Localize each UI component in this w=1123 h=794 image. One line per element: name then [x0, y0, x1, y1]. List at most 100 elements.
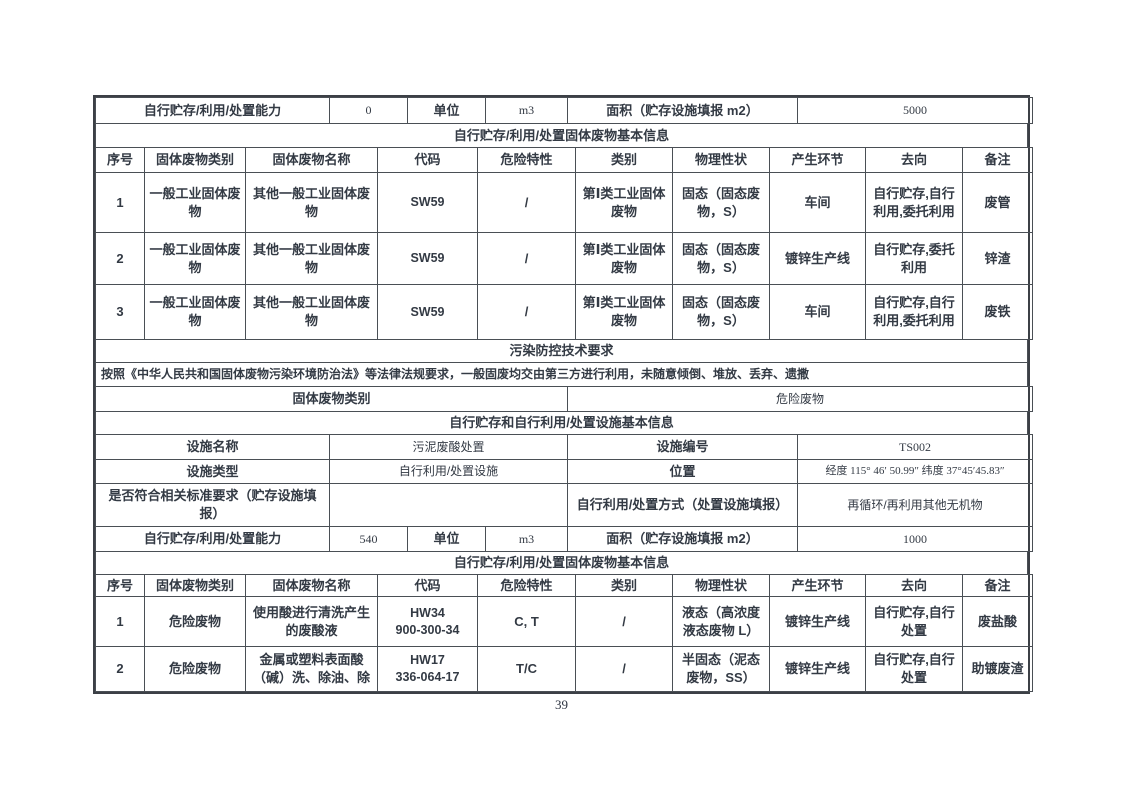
cell-class: /	[575, 646, 673, 692]
cell-code: SW59	[377, 284, 478, 340]
standard-label: 是否符合相关标准要求（贮存设施填报）	[95, 483, 330, 527]
cell-hazard: /	[477, 232, 576, 285]
col-header: 代码	[377, 574, 478, 597]
cell-hazard: /	[477, 284, 576, 340]
facility-id-value: TS002	[797, 434, 1033, 460]
pollution-control-text: 按照《中华人民共和国固体废物污染环境防治法》等法律法规要求，一般固废均交由第三方…	[95, 362, 1028, 387]
unit-value: m3	[485, 97, 568, 124]
cell-code: HW34 900-300-34	[377, 596, 478, 647]
facility-id-label: 设施编号	[567, 434, 798, 460]
cell-code: SW59	[377, 172, 478, 233]
col-header: 备注	[962, 574, 1033, 597]
col-header: 去向	[865, 574, 963, 597]
table-row: 自行贮存/利用/处置固体废物基本信息	[95, 123, 1028, 148]
col-header: 产生环节	[769, 147, 866, 173]
waste-class-label: 固体废物类别	[95, 386, 568, 412]
location-label: 位置	[567, 459, 798, 484]
cell-name: 其他一般工业固体废物	[245, 232, 378, 285]
cell-name: 使用酸进行清洗产生的废酸液	[245, 596, 378, 647]
area-value: 1000	[797, 526, 1033, 552]
col-header: 去向	[865, 147, 963, 173]
cell-destination: 自行贮存,自行利用,委托利用	[865, 172, 963, 233]
waste-permit-table: 自行贮存/利用/处置能力 0 单位 m3 面积（贮存设施填报 m2） 5000 …	[93, 95, 1033, 694]
section-title: 自行贮存/利用/处置固体废物基本信息	[95, 551, 1028, 575]
table-row: 自行贮存/利用/处置能力 540 单位 m3 面积（贮存设施填报 m2） 100…	[95, 526, 1033, 552]
col-header: 危险特性	[477, 574, 576, 597]
col-header: 代码	[377, 147, 478, 173]
location-value: 经度 115° 46′ 50.99″ 纬度 37°45′45.83″	[797, 459, 1033, 484]
capacity-label: 自行贮存/利用/处置能力	[95, 526, 330, 552]
table-row: 设施类型 自行利用/处置设施 位置 经度 115° 46′ 50.99″ 纬度 …	[95, 459, 1033, 484]
col-header: 危险特性	[477, 147, 576, 173]
cell-category: 一般工业固体废物	[144, 284, 246, 340]
cell-category: 一般工业固体废物	[144, 172, 246, 233]
cell-class: 第Ⅰ类工业固体废物	[575, 172, 673, 233]
facility-type-label: 设施类型	[95, 459, 330, 484]
method-label: 自行利用/处置方式（处置设施填报）	[567, 483, 798, 527]
table-row: 是否符合相关标准要求（贮存设施填报） 自行利用/处置方式（处置设施填报） 再循环…	[95, 483, 1033, 527]
facility-name-value: 污泥废酸处置	[329, 434, 568, 460]
facility-name-label: 设施名称	[95, 434, 330, 460]
cell-state: 固态（固态废物，S）	[672, 232, 770, 285]
cell-hazard: /	[477, 172, 576, 233]
cell-state: 固态（固态废物，S）	[672, 284, 770, 340]
col-header: 物理性状	[672, 574, 770, 597]
cell-class: 第Ⅰ类工业固体废物	[575, 232, 673, 285]
cell-hazard: T/C	[477, 646, 576, 692]
cell-name: 其他一般工业固体废物	[245, 284, 378, 340]
method-value: 再循环/再利用其他无机物	[797, 483, 1033, 527]
capacity-table-bottom: 自行贮存/利用/处置能力 540 单位 m3 面积（贮存设施填报 m2） 100…	[95, 526, 1033, 552]
table-row: 2 一般工业固体废物 其他一般工业固体废物 SW59 / 第Ⅰ类工业固体废物 固…	[95, 232, 1033, 285]
cell-remark: 废铁	[962, 284, 1033, 340]
table-row: 1 一般工业固体废物 其他一般工业固体废物 SW59 / 第Ⅰ类工业固体废物 固…	[95, 172, 1033, 233]
table-row: 自行贮存/利用/处置能力 0 单位 m3 面积（贮存设施填报 m2） 5000	[95, 97, 1033, 124]
cell-code: SW59	[377, 232, 478, 285]
table-row: 污染防控技术要求	[95, 339, 1028, 363]
waste-class-table: 固体废物类别 危险废物	[95, 386, 1033, 412]
cell-stage: 车间	[769, 284, 866, 340]
table-row: 3 一般工业固体废物 其他一般工业固体废物 SW59 / 第Ⅰ类工业固体废物 固…	[95, 284, 1033, 340]
pollution-control-title: 污染防控技术要求	[95, 339, 1028, 363]
unit-label: 单位	[407, 526, 486, 552]
table-row: 按照《中华人民共和国固体废物污染环境防治法》等法律法规要求，一般固废均交由第三方…	[95, 362, 1028, 387]
unit-label: 单位	[407, 97, 486, 124]
section-header-2: 自行贮存/利用/处置固体废物基本信息	[95, 551, 1028, 575]
cell-seq: 2	[95, 646, 145, 692]
area-label: 面积（贮存设施填报 m2）	[567, 97, 798, 124]
col-header: 物理性状	[672, 147, 770, 173]
capacity-value: 0	[329, 97, 408, 124]
cell-name: 其他一般工业固体废物	[245, 172, 378, 233]
table-header-row: 序号 固体废物类别 固体废物名称 代码 危险特性 类别 物理性状 产生环节 去向…	[95, 147, 1033, 173]
cell-state: 半固态（泥态废物，SS）	[672, 646, 770, 692]
col-header: 固体废物类别	[144, 574, 246, 597]
col-header: 固体废物类别	[144, 147, 246, 173]
cell-class: 第Ⅰ类工业固体废物	[575, 284, 673, 340]
cell-state: 液态（高浓度液态废物 L）	[672, 596, 770, 647]
section-title: 自行贮存/利用/处置固体废物基本信息	[95, 123, 1028, 148]
col-header: 产生环节	[769, 574, 866, 597]
area-label: 面积（贮存设施填报 m2）	[567, 526, 798, 552]
waste-table-1: 序号 固体废物类别 固体废物名称 代码 危险特性 类别 物理性状 产生环节 去向…	[95, 147, 1033, 340]
cell-hazard: C, T	[477, 596, 576, 647]
standard-value	[329, 483, 568, 527]
area-value: 5000	[797, 97, 1033, 124]
table-row: 自行贮存/利用/处置固体废物基本信息	[95, 551, 1028, 575]
cell-remark: 废管	[962, 172, 1033, 233]
cell-class: /	[575, 596, 673, 647]
cell-seq: 1	[95, 596, 145, 647]
cell-category: 危险废物	[144, 646, 246, 692]
col-header: 序号	[95, 574, 145, 597]
capacity-label: 自行贮存/利用/处置能力	[95, 97, 330, 124]
page-number: 39	[555, 697, 568, 712]
col-header: 备注	[962, 147, 1033, 173]
facility-type-value: 自行利用/处置设施	[329, 459, 568, 484]
table-row: 自行贮存和自行利用/处置设施基本信息	[95, 411, 1028, 435]
table-row: 2 危险废物 金属或塑料表面酸（碱）洗、除油、除 HW17 336-064-17…	[95, 646, 1033, 692]
unit-value: m3	[485, 526, 568, 552]
table-header-row: 序号 固体废物类别 固体废物名称 代码 危险特性 类别 物理性状 产生环节 去向…	[95, 574, 1033, 597]
cell-stage: 镀锌生产线	[769, 646, 866, 692]
capacity-value: 540	[329, 526, 408, 552]
col-header: 类别	[575, 574, 673, 597]
cell-name: 金属或塑料表面酸（碱）洗、除油、除	[245, 646, 378, 692]
cell-destination: 自行贮存,自行处置	[865, 596, 963, 647]
